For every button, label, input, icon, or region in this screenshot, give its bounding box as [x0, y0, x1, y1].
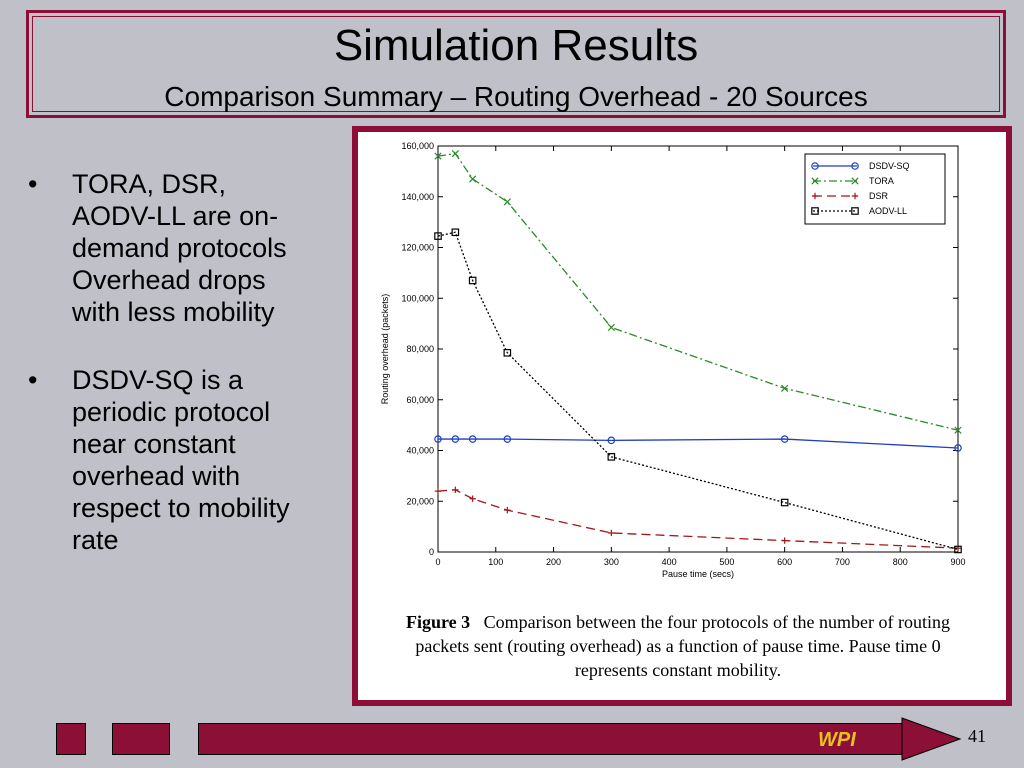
- x-tick-label: 200: [546, 557, 561, 567]
- data-point: [811, 192, 819, 200]
- bullet-text: TORA, DSR, AODV-LL are on- demand protoc…: [72, 169, 287, 327]
- y-axis-label: Routing overhead (packets): [380, 294, 390, 405]
- y-tick-label: 160,000: [401, 141, 434, 151]
- x-tick-label: 500: [719, 557, 734, 567]
- series-line: [437, 231, 959, 551]
- data-point: [851, 177, 859, 185]
- caption-label: Figure 3: [405, 612, 471, 632]
- legend-label: DSR: [869, 191, 889, 201]
- slide-title: Simulation Results: [333, 21, 699, 70]
- data-point: [851, 192, 859, 200]
- footer-arrow-icon: [901, 717, 962, 761]
- x-tick-label: 100: [488, 557, 503, 567]
- data-point: [607, 323, 615, 332]
- data-point: [469, 495, 476, 502]
- data-point: [954, 426, 962, 434]
- y-tick-label: 20,000: [406, 496, 434, 506]
- x-tick-label: 900: [950, 557, 965, 567]
- data-point: [503, 198, 511, 206]
- y-tick-label: 140,000: [401, 192, 434, 202]
- data-point: [452, 486, 459, 494]
- footer-square: [112, 723, 170, 755]
- x-tick-label: 400: [662, 557, 677, 567]
- x-tick-label: 0: [435, 557, 440, 567]
- data-point: [434, 232, 442, 240]
- page-number: 41: [968, 726, 986, 746]
- series-line: [437, 489, 959, 549]
- routing-overhead-chart: 0 100 200 300 400 500 600 700 800 900 0 20,000 40,00…: [380, 141, 966, 579]
- figure-area: 0 100 200 300 400 500 600 700 800 900 0 20,000 40,00…: [358, 132, 1006, 700]
- legend-label: TORA: [869, 176, 894, 186]
- wpi-logo: WPI: [818, 729, 856, 751]
- y-tick-label: 80,000: [406, 344, 434, 354]
- bullet-marker: •: [28, 169, 38, 199]
- data-point: [811, 162, 819, 170]
- footer-square: [56, 723, 86, 755]
- slide-subtitle: Comparison Summary – Routing Overhead - …: [164, 81, 868, 112]
- y-tick-label: 120,000: [401, 243, 434, 253]
- data-point: [954, 444, 962, 452]
- footer-bar: [198, 723, 908, 755]
- data-point: [504, 506, 511, 514]
- legend-label: AODV-LL: [869, 206, 907, 216]
- x-tick-label: 700: [835, 557, 850, 567]
- data-point: [780, 498, 789, 507]
- data-point: [781, 537, 788, 544]
- y-tick-label: 0: [429, 547, 434, 557]
- bullet-list: • TORA, DSR, AODV-LL are on- demand prot…: [28, 168, 358, 592]
- data-point: [780, 435, 789, 443]
- data-point: [434, 152, 442, 160]
- data-point: [607, 453, 616, 461]
- data-point: [468, 435, 477, 443]
- x-tick-label: 800: [893, 557, 908, 567]
- data-point: [451, 149, 459, 158]
- bullet-text: DSDV-SQ is a periodic protocol near cons…: [72, 365, 290, 555]
- series-line: [438, 438, 959, 449]
- data-point: [781, 384, 789, 392]
- data-point: [451, 228, 460, 237]
- caption-text: Comparison between the four protocols of…: [415, 612, 951, 680]
- data-point: [503, 349, 512, 357]
- x-tick-label: 600: [777, 557, 792, 567]
- y-tick-label: 60,000: [406, 395, 434, 405]
- figure-panel: 0 100 200 300 400 500 600 700 800 900 0 20,000 40,00…: [352, 126, 1012, 706]
- data-point: [811, 177, 819, 185]
- data-point: [851, 207, 859, 215]
- y-tick-label: 40,000: [406, 446, 434, 456]
- data-point: [451, 435, 460, 443]
- data-point: [469, 175, 477, 183]
- data-point: [851, 162, 859, 170]
- data-point: [954, 545, 962, 554]
- data-point: [608, 529, 615, 537]
- data-point: [811, 207, 819, 215]
- bullet-item: • TORA, DSR, AODV-LL are on- demand prot…: [28, 168, 358, 328]
- x-tick-label: 300: [604, 557, 619, 567]
- data-point: [607, 436, 616, 445]
- title-frame: Simulation Results Comparison Summary – …: [26, 10, 1006, 118]
- bullet-item: • DSDV-SQ is a periodic protocol near co…: [28, 364, 358, 556]
- x-axis-label: Pause time (secs): [662, 569, 734, 579]
- data-point: [468, 276, 477, 285]
- legend-label: DSDV-SQ: [869, 161, 910, 171]
- figure-caption: Figure 3 Comparison between the four pro…: [398, 610, 958, 682]
- data-point: [503, 435, 512, 443]
- bullet-marker: •: [28, 365, 38, 395]
- data-point: [434, 487, 442, 495]
- data-point: [434, 435, 442, 443]
- y-tick-label: 100,000: [401, 293, 434, 303]
